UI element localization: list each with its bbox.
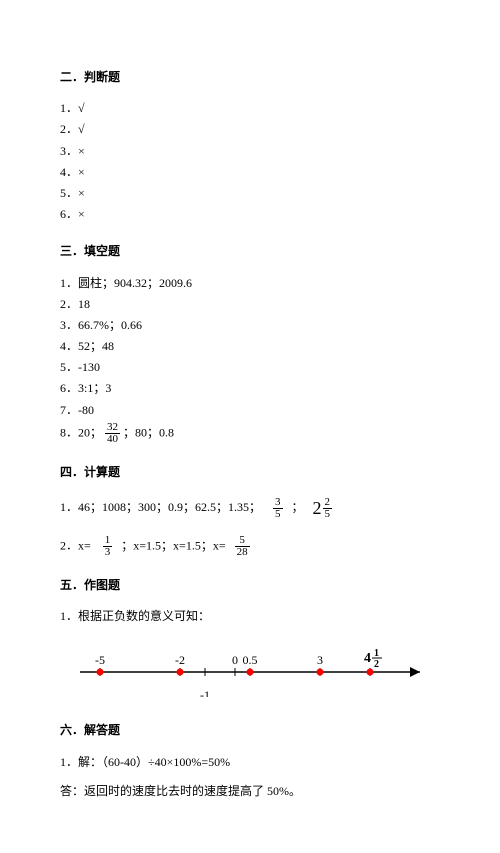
section3-title: 三．填空题: [60, 242, 440, 261]
section6-title: 六．解答题: [60, 721, 440, 740]
section2-title: 二．判断题: [60, 68, 440, 87]
fraction-5-28: 5 28: [235, 535, 250, 558]
s3-item: 4．52；48: [60, 337, 440, 356]
s2-item: 2．√: [60, 120, 440, 139]
s3-item: 1．圆柱；904.32；2009.6: [60, 274, 440, 293]
s4-l2a: 2．x=: [60, 538, 91, 552]
den: 28: [235, 547, 250, 558]
number-line-figure: -5 -2 -1 0 0.5 3 412: [60, 642, 440, 703]
s4-l2b: ；x=1.5；x=1.5；x=: [121, 538, 225, 552]
s5-item1: 1．根据正负数的意义可知：: [60, 607, 440, 626]
svg-text:-2: -2: [175, 653, 185, 667]
fraction-3-5: 3 5: [273, 497, 283, 520]
s3-8b: ；80；0.8: [123, 425, 174, 439]
whole: 2: [313, 494, 322, 523]
section4-title: 四．计算题: [60, 463, 440, 482]
s4-line1: 1．46；1008；300；0.9；62.5；1.35； 3 5 ； 2 2 5: [60, 494, 440, 523]
s4-l1a: 1．46；1008；300；0.9；62.5；1.35；: [60, 500, 261, 514]
s6-line1: 1．解：（60-40）÷40×100%=50%: [60, 753, 440, 772]
num: 32: [105, 422, 120, 434]
s2-item: 3．×: [60, 142, 440, 161]
den: 3: [103, 547, 113, 558]
num: 5: [235, 535, 250, 547]
svg-text:-1: -1: [200, 688, 210, 697]
svg-text:0: 0: [232, 653, 238, 667]
svg-text:1: 1: [374, 648, 379, 659]
svg-text:0.5: 0.5: [243, 653, 258, 667]
s3-item: 6．3:1；3: [60, 379, 440, 398]
s3-8a: 8．20；: [60, 425, 102, 439]
fraction-32-40: 32 40: [105, 422, 120, 445]
number-line-svg: -5 -2 -1 0 0.5 3 412: [60, 642, 440, 697]
fraction-2-5: 2 5: [323, 497, 333, 520]
s3-item: 5．-130: [60, 358, 440, 377]
s4-l1mid: ；: [292, 500, 304, 514]
svg-text:3: 3: [317, 653, 323, 667]
svg-text:-5: -5: [95, 653, 105, 667]
s3-item: 2．18: [60, 295, 440, 314]
svg-text:2: 2: [374, 659, 379, 670]
section5-title: 五．作图题: [60, 576, 440, 595]
s3-item: 3．66.7%；0.66: [60, 316, 440, 335]
svg-text:4: 4: [364, 651, 371, 666]
mixed-2-2-5: 2 2 5: [313, 494, 333, 523]
s2-item: 5．×: [60, 184, 440, 203]
s3-item8: 8．20； 32 40 ；80；0.8: [60, 422, 440, 445]
s2-item: 4．×: [60, 163, 440, 182]
den: 5: [323, 509, 333, 520]
s2-item: 1．√: [60, 99, 440, 118]
s6-line2: 答：返回时的速度比去时的速度提高了 50%。: [60, 782, 440, 801]
den: 5: [273, 509, 283, 520]
s2-item: 6．×: [60, 205, 440, 224]
den: 40: [105, 434, 120, 445]
s3-item: 7．-80: [60, 401, 440, 420]
num: 1: [103, 535, 113, 547]
fraction-1-3: 1 3: [103, 535, 113, 558]
s4-line2: 2．x= 1 3 ；x=1.5；x=1.5；x= 5 28: [60, 535, 440, 558]
